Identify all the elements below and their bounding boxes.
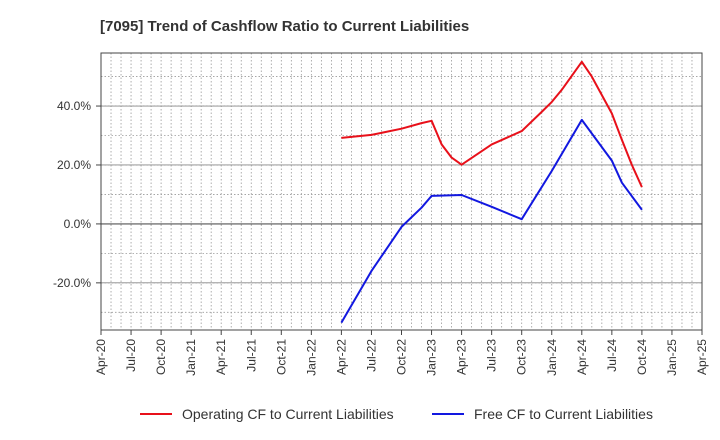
legend-label-2: Free CF to Current Liabilities <box>474 406 653 422</box>
legend: Operating CF to Current Liabilities Free … <box>140 406 653 422</box>
x-tick-label: Apr-24 <box>575 339 589 375</box>
x-tick-label: Jan-21 <box>184 339 198 376</box>
y-axis: -20.0% 0.0% 20.0% 40.0% <box>53 99 101 290</box>
series-line-2 <box>340 118 643 324</box>
legend-label-1: Operating CF to Current Liabilities <box>182 406 394 422</box>
x-tick-label: Apr-21 <box>214 339 228 375</box>
x-tick-label: Jul-23 <box>485 339 499 372</box>
y-tick-label: 40.0% <box>57 99 91 113</box>
x-tick-label: Jul-22 <box>364 339 378 372</box>
y-tick-label: -20.0% <box>53 276 91 290</box>
x-tick-label: Oct-20 <box>154 339 168 375</box>
x-tick-label: Jan-23 <box>425 339 439 376</box>
series-line-1 <box>341 60 643 188</box>
x-tick-label: Oct-21 <box>274 339 288 375</box>
x-tick-label: Apr-22 <box>334 339 348 375</box>
x-tick-label: Jul-20 <box>124 339 138 372</box>
x-axis: Apr-20 Jul-20 Oct-20 Jan-21 Apr-21 Jul-21 Oct-… <box>94 330 709 376</box>
series <box>340 60 643 324</box>
x-tick-label: Jan-24 <box>545 339 559 376</box>
x-tick-label: Oct-24 <box>635 339 649 375</box>
y-tick-label: 0.0% <box>64 217 92 231</box>
y-tick-label: 20.0% <box>57 158 91 172</box>
grid <box>100 53 703 330</box>
x-tick-label: Oct-22 <box>395 339 409 375</box>
x-tick-label: Jul-24 <box>605 339 619 372</box>
x-tick-label: Apr-23 <box>455 339 469 375</box>
x-tick-label: Oct-23 <box>515 339 529 375</box>
x-tick-label: Apr-20 <box>94 339 108 375</box>
x-tick-label: Apr-25 <box>695 339 709 375</box>
chart-title: [7095] Trend of Cashflow Ratio to Curren… <box>100 18 469 35</box>
x-tick-label: Jul-21 <box>244 339 258 372</box>
x-tick-label: Jan-25 <box>665 339 679 376</box>
x-tick-label: Jan-22 <box>304 339 318 376</box>
